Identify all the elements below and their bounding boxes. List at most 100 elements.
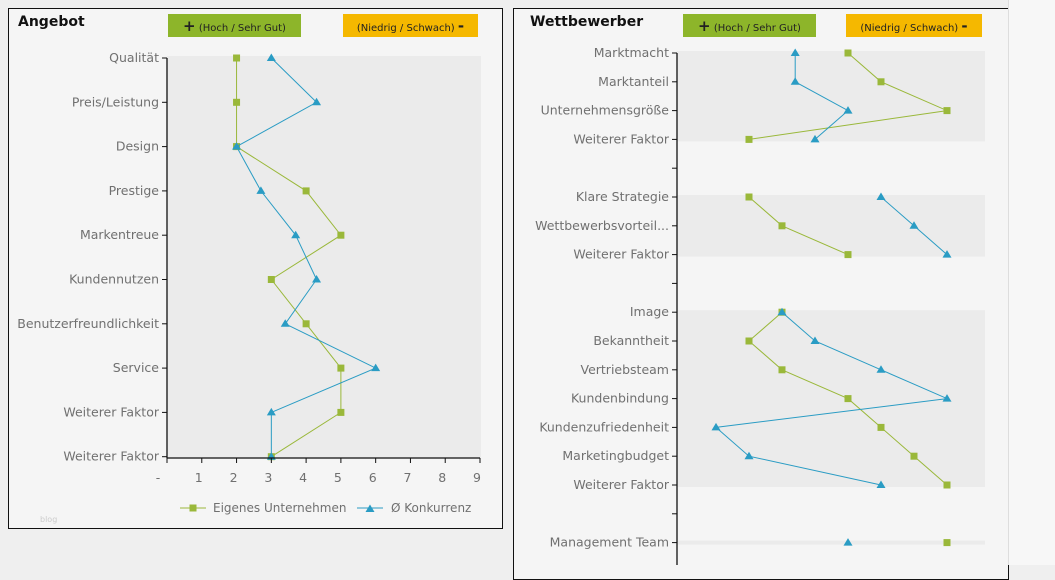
triangle-marker bbox=[266, 407, 276, 416]
triangle-marker bbox=[876, 192, 886, 200]
chart-title-wettbewerber: Wettbewerber bbox=[530, 14, 644, 30]
square-marker bbox=[877, 78, 885, 86]
high-label-text: (Hoch / Sehr Gut) bbox=[198, 23, 286, 34]
category-label: Benutzerfreundlichkeit bbox=[17, 316, 159, 331]
x-tick-label: 9 bbox=[473, 470, 481, 485]
triangle-marker bbox=[876, 365, 886, 373]
low-label-text: (Niedrig / Schwach) bbox=[356, 23, 455, 34]
square-marker bbox=[778, 366, 786, 374]
low-label-right: (Niedrig / Schwach) - bbox=[846, 14, 982, 37]
charts-svg: Qualität Preis/Leistung Design Prestige Mark… bbox=[17, 45, 985, 565]
category-label: Marktmacht bbox=[594, 45, 669, 60]
low-label-left: (Niedrig / Schwach) - bbox=[343, 14, 478, 37]
legend-label-eigen: Eigenes Unternehmen bbox=[213, 501, 346, 515]
category-label: Preis/Leistung bbox=[72, 94, 159, 109]
plot-band bbox=[677, 540, 985, 545]
category-label: Vertriebsteam bbox=[581, 362, 670, 377]
high-label-left: + (Hoch / Sehr Gut) bbox=[168, 14, 301, 37]
triangle-marker bbox=[312, 97, 322, 106]
square-marker bbox=[337, 231, 345, 239]
category-label: Bekanntheit bbox=[593, 333, 669, 348]
chart-title-angebot: Angebot bbox=[18, 14, 85, 30]
category-label: Management Team bbox=[550, 535, 669, 550]
category-label: Klare Strategie bbox=[576, 189, 669, 204]
x-tick-label: 2 bbox=[230, 470, 238, 485]
triangle-marker bbox=[942, 250, 952, 258]
category-label: Weiterer Faktor bbox=[63, 404, 160, 419]
x-tick-label: 7 bbox=[403, 470, 411, 485]
square-marker bbox=[910, 452, 918, 460]
triangle-marker bbox=[810, 336, 820, 344]
category-label: Image bbox=[630, 304, 669, 319]
triangle-marker bbox=[942, 394, 952, 402]
square-marker bbox=[778, 222, 786, 230]
triangle-marker bbox=[810, 134, 820, 143]
high-label-right: + (Hoch / Sehr Gut) bbox=[683, 14, 816, 37]
category-label: Qualität bbox=[109, 50, 159, 65]
triangle-marker bbox=[744, 451, 754, 460]
square-marker bbox=[267, 276, 275, 283]
triangle-marker bbox=[909, 221, 919, 229]
triangle-marker bbox=[711, 422, 721, 431]
square-marker bbox=[337, 408, 345, 416]
plus-icon: + bbox=[698, 17, 711, 35]
triangle-marker bbox=[777, 307, 787, 316]
plot-band bbox=[677, 51, 985, 142]
square-marker bbox=[233, 98, 241, 106]
square-marker bbox=[844, 395, 852, 403]
x-tick-label: 6 bbox=[369, 470, 377, 485]
category-label: Weiterer Faktor bbox=[573, 477, 670, 492]
x-tick-label: - bbox=[156, 470, 161, 485]
square-marker bbox=[943, 481, 951, 489]
low-label-text: (Niedrig / Schwach) bbox=[860, 23, 959, 34]
square-marker bbox=[844, 49, 852, 57]
square-marker bbox=[877, 423, 885, 431]
category-label: Weiterer Faktor bbox=[63, 449, 160, 464]
plot-band bbox=[677, 195, 985, 257]
series-line-konkurrenz bbox=[235, 57, 377, 457]
category-label: Weiterer Faktor bbox=[573, 131, 670, 146]
plot-band bbox=[677, 310, 985, 487]
square-marker bbox=[337, 364, 345, 372]
category-label: Service bbox=[113, 360, 160, 375]
square-marker bbox=[745, 193, 753, 201]
category-label: Markentreue bbox=[80, 227, 159, 242]
square-marker bbox=[943, 539, 951, 547]
x-tick-label: 5 bbox=[334, 470, 342, 485]
triangle-marker bbox=[790, 48, 800, 56]
triangle-marker bbox=[280, 319, 290, 327]
triangle-marker bbox=[232, 142, 242, 150]
plot-band bbox=[167, 56, 481, 459]
high-label-text: (Hoch / Sehr Gut) bbox=[713, 23, 801, 34]
triangle-marker bbox=[843, 106, 853, 114]
square-marker bbox=[233, 54, 241, 62]
triangle-marker bbox=[876, 480, 886, 488]
category-label: Marketingbudget bbox=[562, 448, 669, 463]
x-tick-label: 1 bbox=[195, 470, 203, 485]
category-label: Kundenzufriedenheit bbox=[539, 419, 669, 434]
square-marker bbox=[302, 187, 310, 195]
square-marker bbox=[302, 320, 310, 328]
x-tick-label: 4 bbox=[299, 470, 307, 485]
plus-icon: + bbox=[183, 17, 196, 35]
category-label: Kundennutzen bbox=[69, 272, 159, 287]
category-label: Weiterer Faktor bbox=[573, 247, 670, 262]
category-label: Marktanteil bbox=[598, 74, 669, 89]
square-marker bbox=[943, 107, 951, 115]
triangle-marker bbox=[312, 275, 322, 283]
square-marker bbox=[189, 504, 197, 512]
triangle-marker bbox=[365, 504, 375, 512]
side-area bbox=[1008, 0, 1055, 565]
category-label: Prestige bbox=[109, 183, 160, 198]
category-label: Design bbox=[116, 139, 159, 154]
triangle-marker bbox=[371, 363, 381, 372]
triangle-marker bbox=[843, 538, 853, 546]
square-marker bbox=[745, 337, 753, 345]
triangle-marker bbox=[256, 186, 266, 194]
minus-icon: - bbox=[457, 17, 465, 35]
triangle-marker bbox=[790, 77, 800, 85]
triangle-marker bbox=[291, 230, 301, 239]
category-label: Unternehmensgröße bbox=[541, 103, 670, 118]
category-label: Kundenbindung bbox=[571, 391, 669, 406]
square-marker bbox=[844, 251, 852, 259]
